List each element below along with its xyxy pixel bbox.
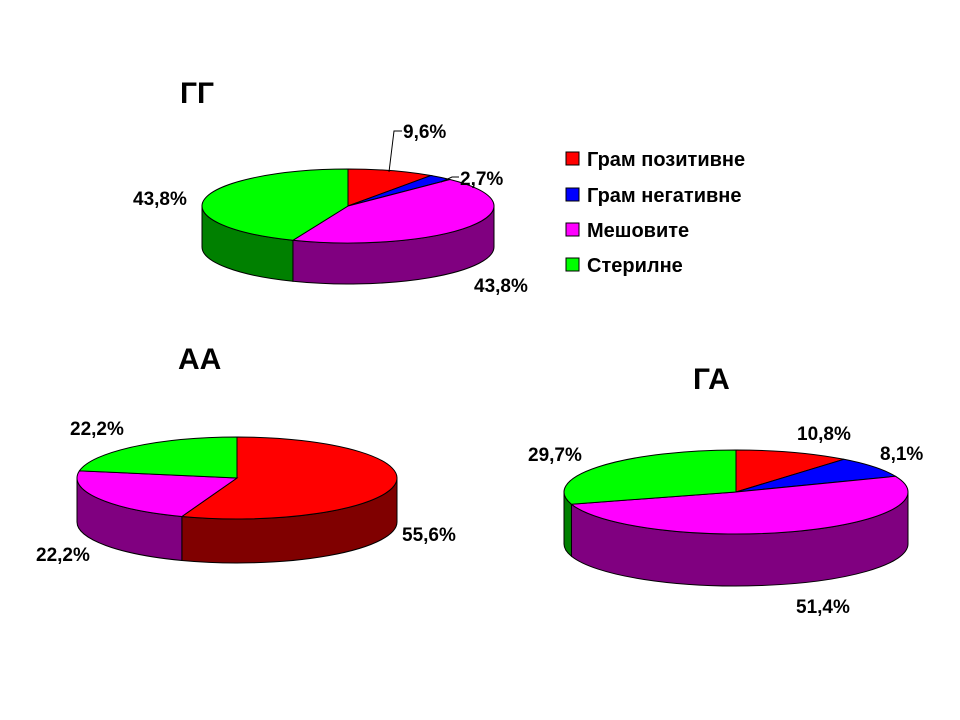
data-label-gg-mixed: 43,8%	[474, 276, 528, 297]
legend-swatch-mixed	[565, 222, 580, 237]
data-label-ga-sterile: 29,7%	[528, 445, 582, 466]
legend: Грам позитивне Грам негативне Мешовите С…	[565, 149, 745, 277]
pie-slice-ga-gram-positive	[735, 449, 845, 493]
pie-slice-aa-sterile	[78, 436, 238, 479]
legend-swatch-sterile	[565, 257, 580, 272]
pie-slice-ga-sterile	[563, 449, 737, 505]
legend-swatch-gram-positive	[565, 151, 580, 166]
pie-chart-ga	[563, 449, 909, 587]
leader-line-gg-gram-positive	[388, 130, 402, 173]
legend-item-mixed: Мешовите	[565, 220, 689, 242]
data-label-aa-mixed: 22,2%	[36, 545, 90, 566]
legend-item-gram-negative: Грам негативне	[565, 185, 742, 207]
pie-slice-gg-gram-positive	[347, 168, 433, 207]
leader-line-gg-gram-negative	[440, 176, 459, 183]
legend-item-gram-positive: Грам позитивне	[565, 149, 745, 171]
data-label-aa-sterile: 22,2%	[70, 419, 124, 440]
legend-label-gram-negative: Грам негативне	[587, 185, 742, 207]
data-label-aa-gram-positive: 55,6%	[402, 525, 456, 546]
pie-chart-aa	[76, 436, 398, 564]
data-label-gg-gram-negative: 2,7%	[460, 169, 503, 190]
pie-slice-gg-sterile	[201, 168, 349, 241]
chart-title-aa: АА	[178, 343, 221, 376]
pie-slice-aa-mixed	[76, 470, 239, 518]
pie-slice-gg-mixed	[291, 179, 495, 244]
data-label-ga-mixed: 51,4%	[796, 597, 850, 618]
pie-chart-gg	[201, 168, 495, 285]
chart-title-gg: ГГ	[180, 77, 214, 110]
legend-label-gram-positive: Грам позитивне	[587, 149, 745, 171]
legend-label-sterile: Стерилне	[587, 255, 683, 277]
data-label-gg-sterile: 43,8%	[133, 189, 187, 210]
legend-item-sterile: Стерилне	[565, 255, 683, 277]
legend-swatch-gram-negative	[565, 187, 580, 202]
pie-slice-aa-gram-positive	[180, 436, 398, 520]
data-label-ga-gram-negative: 8,1%	[880, 444, 923, 465]
chart-title-ga: ГА	[693, 363, 730, 396]
pie-slice-ga-mixed	[570, 475, 909, 535]
legend-label-mixed: Мешовите	[587, 220, 689, 242]
data-label-ga-gram-positive: 10,8%	[797, 424, 851, 445]
data-label-gg-gram-positive: 9,6%	[403, 122, 446, 143]
